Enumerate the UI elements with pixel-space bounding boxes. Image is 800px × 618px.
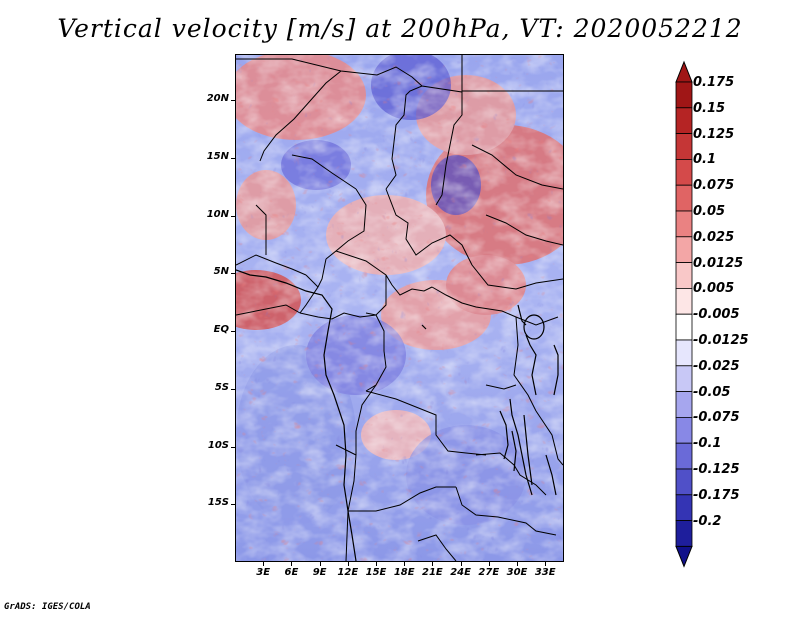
lon-tick-label: 3E bbox=[256, 567, 271, 578]
colorbar-level-label: -0.0125 bbox=[693, 333, 749, 348]
country-borders bbox=[236, 55, 563, 561]
colorbar-swatch bbox=[675, 184, 693, 212]
colorbar bbox=[675, 60, 693, 568]
lat-tick-label: 5S bbox=[214, 381, 229, 393]
colorbar-level-label: 0.15 bbox=[693, 100, 726, 116]
colorbar-level-label: 0.075 bbox=[693, 178, 735, 194]
lon-tick-mark bbox=[488, 562, 490, 566]
colorbar-swatch bbox=[675, 391, 693, 418]
colorbar-swatch bbox=[675, 159, 693, 186]
colorbar-level-label: 0.0125 bbox=[693, 255, 744, 271]
colorbar-level-label: -0.175 bbox=[693, 487, 740, 503]
lon-tick-mark bbox=[291, 562, 293, 566]
lon-tick-label: 30E bbox=[506, 567, 528, 578]
colorbar-swatch bbox=[675, 365, 693, 392]
lon-tick-mark bbox=[432, 562, 434, 566]
lat-tick-mark bbox=[231, 388, 235, 390]
lon-tick-mark bbox=[263, 562, 265, 566]
coastline bbox=[236, 269, 559, 561]
colorbar-level-label: 0.125 bbox=[693, 126, 735, 142]
colorbar-swatch bbox=[675, 416, 693, 444]
lon-tick-label: 12E bbox=[337, 567, 359, 578]
colorbar-level-label: 0.025 bbox=[693, 229, 735, 245]
colorbar-swatch bbox=[675, 339, 693, 367]
grads-credit: GrADS: IGES/COLA bbox=[4, 602, 91, 612]
colorbar-swatch bbox=[675, 494, 693, 521]
colorbar-swatch bbox=[675, 210, 693, 238]
lat-tick-label: 15S bbox=[207, 497, 229, 509]
lat-tick-mark bbox=[231, 157, 235, 159]
lat-tick-mark bbox=[231, 331, 235, 333]
lat-tick-mark bbox=[231, 504, 235, 506]
lat-tick-mark bbox=[231, 273, 235, 275]
colorbar-level-label: 0.005 bbox=[693, 281, 735, 297]
lon-tick-label: 21E bbox=[422, 567, 443, 578]
plot-title: Vertical velocity [m/s] at 200hPa, VT: 2… bbox=[57, 14, 743, 43]
lat-tick-mark bbox=[231, 446, 235, 448]
colorbar-swatch bbox=[675, 287, 693, 315]
colorbar-level-label: -0.005 bbox=[693, 307, 740, 323]
lon-tick-mark bbox=[376, 562, 377, 566]
lat-tick-mark bbox=[231, 100, 235, 102]
lon-tick-label: 33E bbox=[534, 567, 556, 578]
field-texture-blue bbox=[236, 55, 563, 561]
colorbar-level-label: -0.05 bbox=[693, 384, 731, 400]
lon-tick-mark bbox=[404, 562, 406, 566]
lon-tick-label: 27E bbox=[478, 567, 500, 578]
lon-tick-mark bbox=[319, 562, 321, 566]
lon-tick-label: 15E bbox=[365, 567, 387, 578]
lon-tick-mark bbox=[545, 562, 547, 566]
lon-tick-mark bbox=[460, 562, 462, 566]
colorbar-level-label: -0.075 bbox=[693, 410, 740, 426]
vertical-velocity-field bbox=[236, 55, 563, 561]
colorbar-swatch bbox=[675, 313, 693, 341]
colorbar-swatch bbox=[675, 468, 693, 496]
lat-tick-label: EQ bbox=[213, 324, 229, 336]
lat-tick-label: 15N bbox=[206, 150, 229, 162]
colorbar-swatch bbox=[675, 133, 693, 160]
lon-tick-label: 6E bbox=[284, 567, 299, 578]
colorbar-level-label: -0.1 bbox=[693, 436, 722, 452]
lon-tick-label: 18E bbox=[393, 567, 415, 578]
colorbar-swatch bbox=[675, 236, 693, 264]
colorbar-swatch bbox=[675, 520, 693, 547]
colorbar-swatch bbox=[675, 442, 693, 470]
colorbar-level-label: 0.05 bbox=[693, 204, 726, 219]
colorbar-level-label: 0.175 bbox=[693, 75, 735, 90]
lakes bbox=[421, 314, 545, 486]
lon-tick-label: 9E bbox=[312, 567, 327, 578]
lat-tick-label: 10S bbox=[207, 439, 229, 451]
lat-tick-label: 5N bbox=[213, 266, 229, 278]
colorbar-swatch bbox=[675, 81, 693, 109]
lat-tick-mark bbox=[231, 215, 235, 217]
map-panel bbox=[235, 54, 564, 562]
lon-tick-mark bbox=[347, 562, 349, 566]
colorbar-swatch bbox=[675, 107, 693, 134]
lon-tick-label: 24E bbox=[450, 567, 471, 578]
lat-tick-label: 20N bbox=[206, 93, 229, 105]
lon-tick-mark bbox=[517, 562, 518, 566]
colorbar-level-label: -0.025 bbox=[693, 358, 740, 374]
lat-tick-label: 10N bbox=[206, 208, 229, 220]
colorbar-top-arrow bbox=[675, 60, 693, 83]
colorbar-level-label: -0.2 bbox=[693, 513, 722, 529]
colorbar-bottom-arrow bbox=[675, 545, 693, 568]
colorbar-level-label: 0.1 bbox=[693, 152, 717, 168]
colorbar-level-label: -0.125 bbox=[693, 462, 740, 477]
colorbar-swatch bbox=[675, 262, 693, 289]
